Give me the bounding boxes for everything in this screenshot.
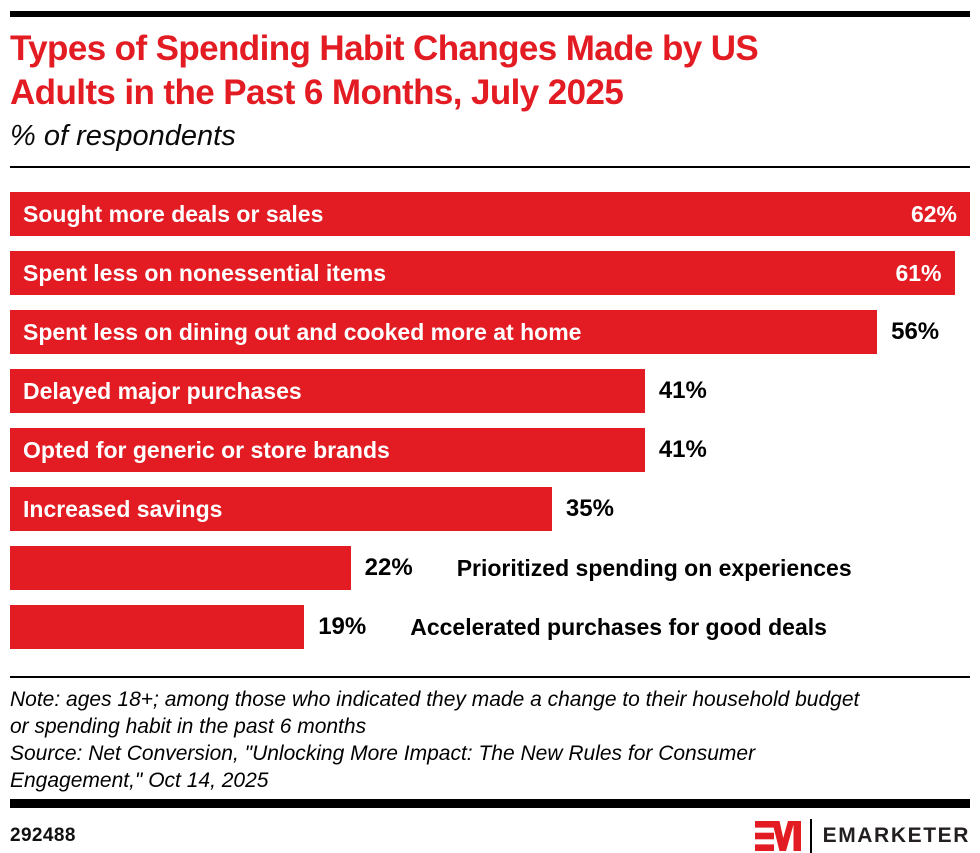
bar: Opted for generic or store brands bbox=[10, 428, 645, 472]
footnote-divider bbox=[10, 676, 970, 678]
bar-value-label: 41% bbox=[658, 436, 707, 463]
bar-row: Increased savings 35% bbox=[10, 487, 970, 531]
bar: Spent less on dining out and cooked more… bbox=[10, 310, 878, 354]
footer: 292488 EMARKETER bbox=[10, 819, 970, 853]
bar: Delayed major purchases bbox=[10, 369, 645, 413]
top-divider bbox=[10, 11, 970, 17]
bar-category-label: Increased savings bbox=[23, 495, 223, 522]
footnote-source-line1: Source: Net Conversion, "Unlocking More … bbox=[10, 742, 756, 765]
bar-row: Spent less on nonessential items 61% bbox=[10, 251, 970, 295]
bar-value-label: 19% bbox=[318, 613, 367, 640]
bar-value-label: 62% bbox=[910, 200, 957, 227]
bar-row: Spent less on dining out and cooked more… bbox=[10, 310, 970, 354]
bar-row: Sought more deals or sales 62% bbox=[10, 192, 970, 236]
bar-row: 19% Accelerated purchases for good deals bbox=[10, 605, 970, 649]
chart-title: Types of Spending Habit Changes Made by … bbox=[10, 27, 970, 115]
bar-value-label: 41% bbox=[658, 377, 707, 404]
logo-divider bbox=[809, 819, 812, 853]
bar-row: Delayed major purchases 41% bbox=[10, 369, 970, 413]
bar bbox=[10, 546, 351, 590]
bar bbox=[10, 605, 305, 649]
bar-category-label: Prioritized spending on experiences bbox=[456, 554, 852, 581]
bar-value-label: 35% bbox=[565, 495, 614, 522]
emarketer-monogram-icon bbox=[754, 821, 801, 851]
bottom-divider bbox=[10, 799, 970, 808]
emarketer-logo: EMARKETER bbox=[754, 819, 970, 853]
bar-category-label: Spent less on dining out and cooked more… bbox=[23, 318, 582, 345]
bar-category-label: Sought more deals or sales bbox=[23, 200, 324, 227]
bar-category-label: Delayed major purchases bbox=[23, 377, 302, 404]
chart-subtitle: % of respondents bbox=[10, 120, 236, 152]
bar-category-label: Opted for generic or store brands bbox=[23, 436, 390, 463]
footnote-note-line1: Note: ages 18+; among those who indicate… bbox=[10, 688, 860, 711]
footnote: Note: ages 18+; among those who indicate… bbox=[10, 686, 970, 794]
bar: Sought more deals or sales 62% bbox=[10, 192, 970, 236]
bar-category-label: Spent less on nonessential items bbox=[23, 259, 386, 286]
chart-page: Types of Spending Habit Changes Made by … bbox=[0, 11, 980, 853]
bar-category-label: Accelerated purchases for good deals bbox=[410, 613, 827, 640]
footnote-note-line2: or spending habit in the past 6 months bbox=[10, 715, 367, 738]
chart-title-line1: Types of Spending Habit Changes Made by … bbox=[10, 29, 759, 68]
emarketer-wordmark: EMARKETER bbox=[822, 824, 970, 847]
chart-title-line2: Adults in the Past 6 Months, July 2025 bbox=[10, 73, 624, 112]
chart-id: 292488 bbox=[10, 825, 76, 846]
bar: Increased savings bbox=[10, 487, 552, 531]
bar: Spent less on nonessential items 61% bbox=[10, 251, 955, 295]
bar-chart: Sought more deals or sales 62% Spent les… bbox=[10, 192, 970, 649]
bar-row: Opted for generic or store brands 41% bbox=[10, 428, 970, 472]
header-divider bbox=[10, 166, 970, 168]
bar-value-label: 56% bbox=[891, 318, 940, 345]
bar-row: 22% Prioritized spending on experiences bbox=[10, 546, 970, 590]
bar-value-label: 22% bbox=[364, 554, 413, 581]
footnote-source-line2: Engagement," Oct 14, 2025 bbox=[10, 769, 269, 792]
bar-value-label: 61% bbox=[895, 259, 942, 286]
